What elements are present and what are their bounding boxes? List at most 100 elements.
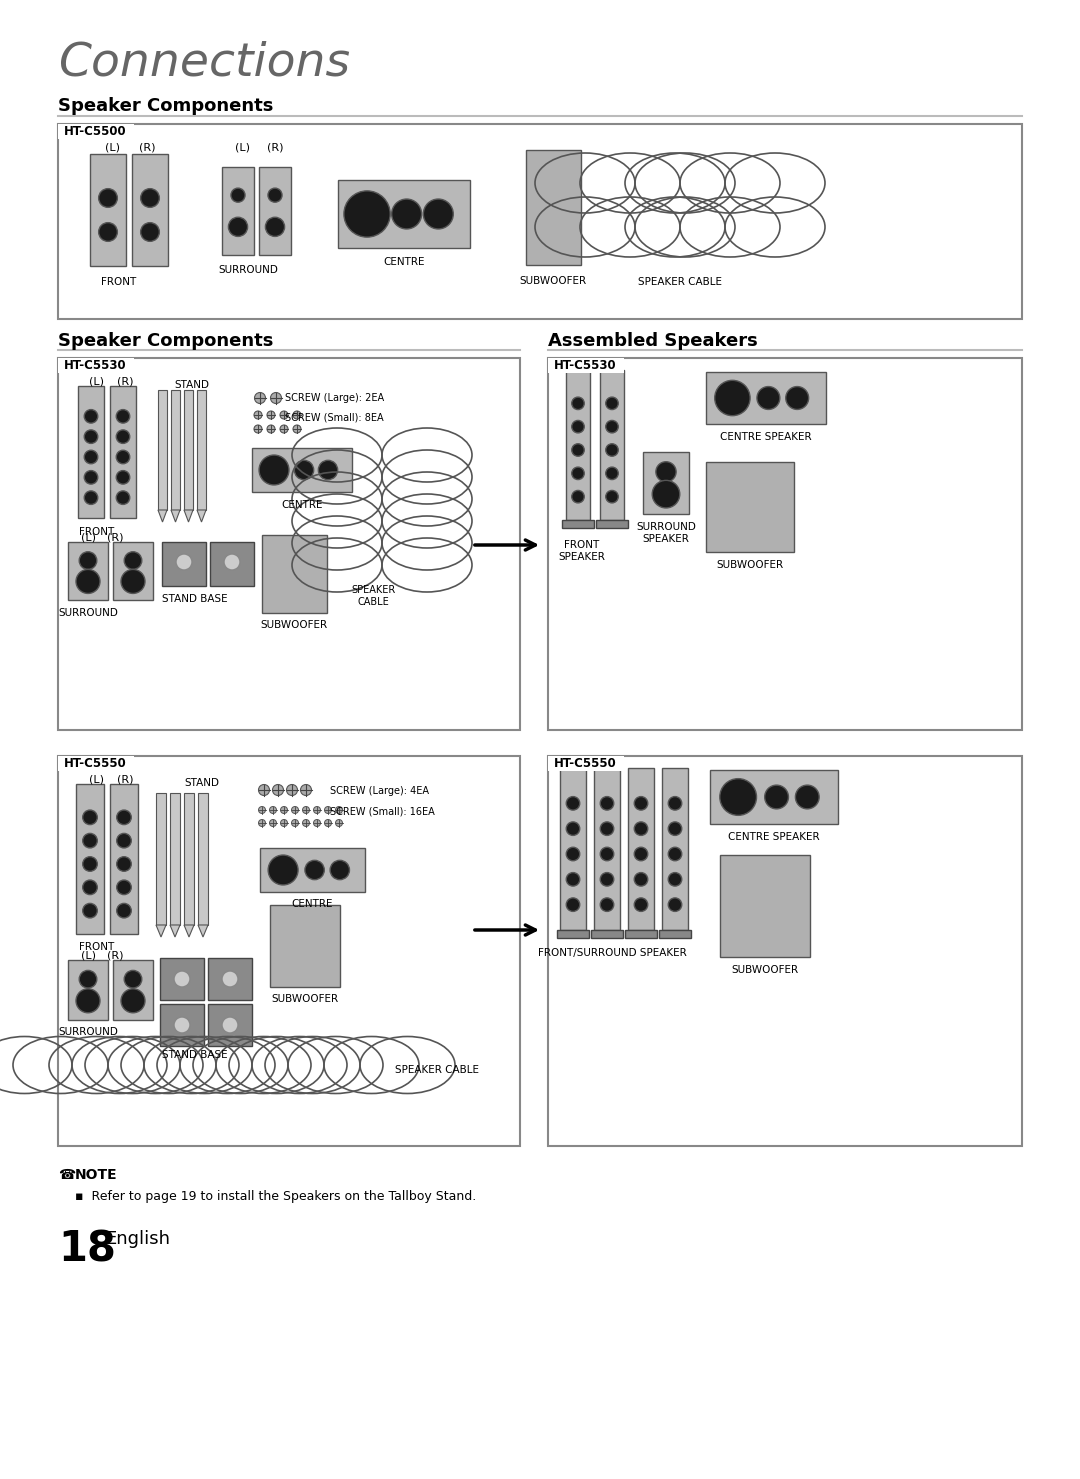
Circle shape <box>121 989 145 1013</box>
Circle shape <box>305 861 324 880</box>
Text: FRONT/SURROUND SPEAKER: FRONT/SURROUND SPEAKER <box>538 948 687 958</box>
Circle shape <box>268 855 298 884</box>
Circle shape <box>571 467 584 479</box>
Bar <box>566 370 590 521</box>
Circle shape <box>117 470 130 484</box>
Circle shape <box>255 392 266 404</box>
Circle shape <box>266 217 285 237</box>
Circle shape <box>319 460 338 479</box>
Circle shape <box>715 380 751 416</box>
Circle shape <box>79 970 97 988</box>
Circle shape <box>117 904 132 918</box>
Bar <box>627 768 654 930</box>
Bar <box>78 386 104 518</box>
Text: CENTRE: CENTRE <box>281 500 323 510</box>
Circle shape <box>566 847 580 861</box>
Text: SPEAKER CABLE: SPEAKER CABLE <box>638 277 723 287</box>
Bar <box>68 960 108 1021</box>
Text: STAND: STAND <box>185 778 219 788</box>
Circle shape <box>656 461 676 482</box>
Circle shape <box>176 555 192 569</box>
Text: CENTRE SPEAKER: CENTRE SPEAKER <box>728 833 820 842</box>
Text: HT-C5500: HT-C5500 <box>64 126 126 138</box>
Circle shape <box>117 833 132 847</box>
Text: SURROUND: SURROUND <box>218 265 278 275</box>
Circle shape <box>254 424 262 433</box>
Text: HT-C5550: HT-C5550 <box>554 757 617 771</box>
Circle shape <box>98 223 118 241</box>
Circle shape <box>258 784 270 796</box>
Circle shape <box>267 411 275 419</box>
Circle shape <box>606 467 618 479</box>
Circle shape <box>117 810 132 825</box>
Text: Assembled Speakers: Assembled Speakers <box>548 331 758 351</box>
Circle shape <box>259 456 289 485</box>
Text: Speaker Components: Speaker Components <box>58 98 273 115</box>
Bar <box>591 930 623 938</box>
Text: SUBWOOFER: SUBWOOFER <box>519 277 586 285</box>
Circle shape <box>121 569 145 593</box>
Circle shape <box>84 470 98 484</box>
Bar <box>68 541 108 600</box>
Bar <box>548 756 1022 1146</box>
Text: HT-C5530: HT-C5530 <box>554 359 617 373</box>
Circle shape <box>117 491 130 504</box>
Circle shape <box>600 873 613 886</box>
Text: SURROUND: SURROUND <box>58 1026 118 1037</box>
Circle shape <box>174 972 190 986</box>
Text: SCREW (Small): 16EA: SCREW (Small): 16EA <box>330 808 435 816</box>
Text: CENTRE: CENTRE <box>383 257 424 268</box>
Circle shape <box>293 424 301 433</box>
Circle shape <box>669 822 681 836</box>
Circle shape <box>222 972 238 986</box>
Circle shape <box>83 856 97 871</box>
Text: (L): (L) <box>81 950 95 960</box>
Text: HT-C5550: HT-C5550 <box>64 757 126 771</box>
Bar <box>58 358 519 731</box>
Bar <box>208 958 252 1000</box>
Circle shape <box>140 223 160 241</box>
Circle shape <box>669 898 681 911</box>
Circle shape <box>280 424 288 433</box>
Text: (R): (R) <box>117 376 133 386</box>
Bar <box>706 461 794 552</box>
Bar <box>562 521 594 528</box>
Text: (R): (R) <box>107 950 123 960</box>
Circle shape <box>343 191 390 237</box>
Circle shape <box>140 189 160 207</box>
Bar <box>338 180 470 248</box>
Circle shape <box>222 1018 238 1032</box>
Text: SCREW (Small): 8EA: SCREW (Small): 8EA <box>285 413 383 422</box>
Text: (R): (R) <box>138 143 156 152</box>
Bar <box>252 448 352 493</box>
Circle shape <box>293 411 301 419</box>
Circle shape <box>606 444 618 456</box>
Bar <box>58 358 134 373</box>
Text: STAND BASE: STAND BASE <box>162 1050 228 1060</box>
Circle shape <box>330 861 350 880</box>
Circle shape <box>719 778 756 815</box>
Text: STAND BASE: STAND BASE <box>162 595 228 603</box>
Bar <box>198 793 208 924</box>
Text: SUBWOOFER: SUBWOOFER <box>731 964 798 975</box>
Bar <box>720 855 810 957</box>
Circle shape <box>566 797 580 810</box>
Text: HT-C5530: HT-C5530 <box>64 359 126 373</box>
Circle shape <box>83 880 97 895</box>
Text: FRONT
SPEAKER: FRONT SPEAKER <box>558 540 606 562</box>
Circle shape <box>117 856 132 871</box>
Circle shape <box>292 806 298 813</box>
Bar <box>170 793 180 924</box>
Circle shape <box>765 785 788 809</box>
Text: SPEAKER CABLE: SPEAKER CABLE <box>395 1065 480 1075</box>
Text: SURROUND
SPEAKER: SURROUND SPEAKER <box>636 522 696 544</box>
Bar <box>162 541 206 586</box>
Text: FRONT: FRONT <box>102 277 137 287</box>
Circle shape <box>224 555 240 569</box>
Circle shape <box>270 392 282 404</box>
Bar <box>557 930 589 938</box>
Text: (L): (L) <box>90 376 105 386</box>
Circle shape <box>669 797 681 810</box>
Circle shape <box>98 189 118 207</box>
Polygon shape <box>158 510 167 522</box>
